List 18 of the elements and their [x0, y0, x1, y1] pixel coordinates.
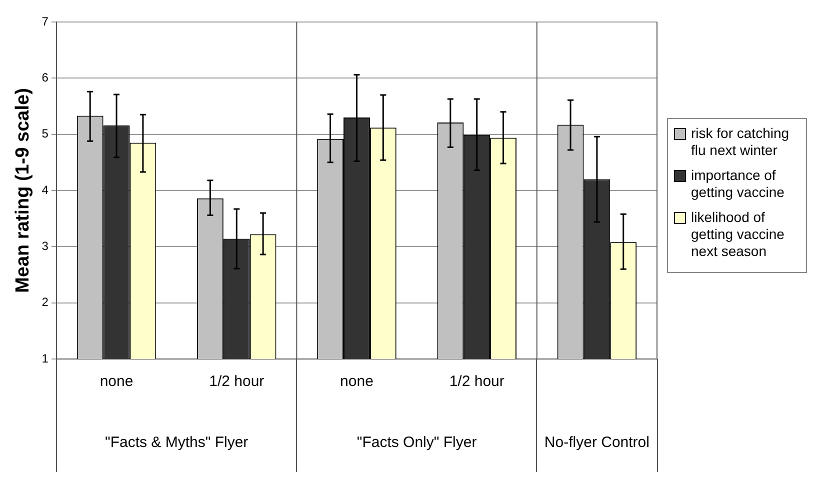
text: "Facts Only" Flyer	[356, 434, 477, 452]
x-tick-label: 1/2 hour	[209, 373, 264, 390]
y-tick-label: 1	[42, 351, 49, 366]
x-tick-label: 1/2 hour	[449, 373, 504, 390]
x-tick-label: none	[340, 373, 374, 390]
legend-label: importance of getting vaccine	[691, 167, 786, 201]
y-tick-label: 4	[42, 182, 49, 197]
y-tick-label: 2	[42, 295, 49, 310]
y-axis-title: Mean rating (1-9 scale)	[12, 88, 34, 293]
legend-label: likelihood of getting vaccine next season	[691, 209, 786, 260]
text: No-flyer Control	[544, 434, 650, 452]
text: "Facts & Myths" Flyer	[104, 434, 248, 452]
legend-label: risk for catching flu next winter	[691, 125, 790, 159]
x-tick-label: none	[100, 373, 134, 390]
y-tick-label: 6	[42, 70, 49, 84]
y-tick-label: 5	[42, 126, 49, 141]
y-tick-label: 3	[42, 238, 49, 253]
y-tick-label: 7	[42, 14, 49, 28]
